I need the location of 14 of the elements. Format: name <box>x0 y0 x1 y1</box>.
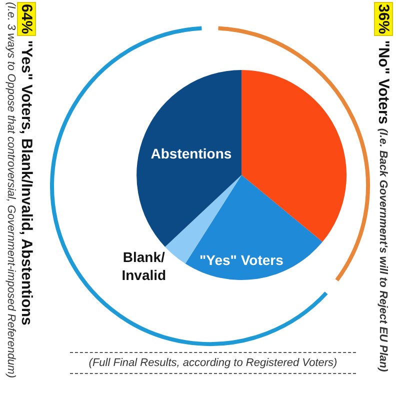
pie-slice <box>185 175 322 280</box>
text: (I.e. Back Government's will to Reject EU Plan) <box>377 128 389 372</box>
slice-label: "Yes" Voters <box>200 252 284 268</box>
text: "No" Voters <box>375 40 392 124</box>
text: (I.e. 3 ways to Oppose that controversial, Government-imposed Referendum) <box>4 2 18 380</box>
pie-slice <box>165 175 242 264</box>
slice-label: Blank/ Invalid <box>122 248 166 284</box>
text: "Yes" Voters, Blank/Invalid, Abstentions <box>18 40 35 326</box>
pie-slice <box>242 70 346 242</box>
pie-slice <box>136 70 242 247</box>
text: 64% <box>17 2 36 36</box>
slice-label: Abstentions <box>150 145 232 162</box>
text: 36% <box>374 2 393 36</box>
text: (Full Final Results, according to Registered Voters) <box>70 352 356 374</box>
